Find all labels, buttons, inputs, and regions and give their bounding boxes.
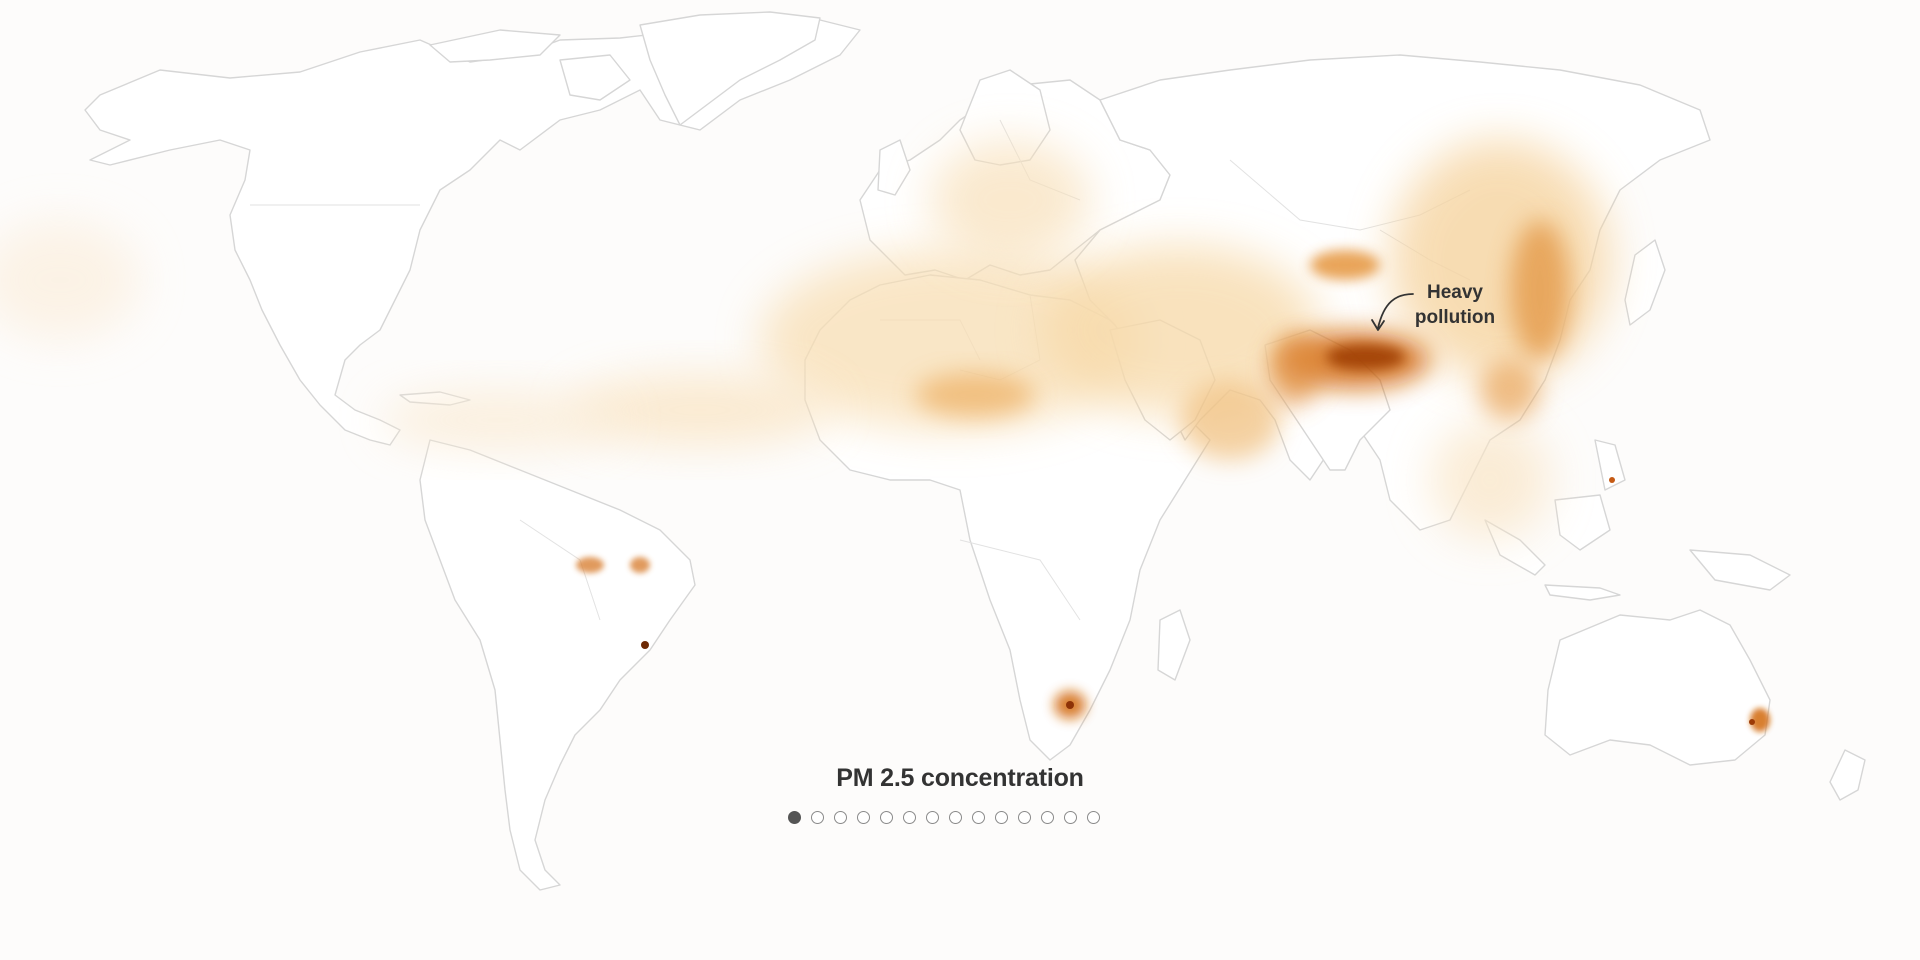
pm25-layer [0,140,1770,732]
hotspot-brazil [641,641,649,649]
hotspot-australia [1749,719,1755,725]
pager-dot[interactable] [1018,811,1031,824]
hotspot-philippines [1609,477,1615,483]
baffin-island [559,54,631,101]
pager-dot[interactable] [972,811,985,824]
pager-dot[interactable] [926,811,939,824]
land-layer [84,11,1866,891]
haze-east-asia [1390,140,1610,380]
haze-europe [930,140,1090,260]
pager-dot[interactable] [903,811,916,824]
pager-dot[interactable] [949,811,962,824]
indonesia-java [1544,584,1621,601]
pager-dot[interactable] [788,811,801,824]
pager-dot[interactable] [834,811,847,824]
indonesia-borneo [1554,494,1611,551]
haze-pacific [0,220,140,340]
curved-arrow-icon [1371,293,1414,331]
plume-sahara [915,373,1035,417]
heavy-pollution-annotation: Heavy pollution [1395,280,1515,330]
slide-pager [788,811,1100,827]
new-guinea [1689,549,1791,591]
madagascar [1157,609,1191,681]
plume-arabia [1180,380,1280,460]
pager-dot[interactable] [857,811,870,824]
map-title: PM 2.5 concentration [836,764,1084,792]
pager-dot[interactable] [1064,811,1077,824]
plume-australia [1750,708,1770,732]
british-isles [877,139,911,196]
plume-gobi [1310,250,1380,280]
annotation-line-1: Heavy [1427,282,1483,303]
haze-southeast-asia [1430,420,1550,540]
plume-brazil-1 [576,557,604,573]
plume-south-china [1480,360,1540,420]
hotspot-south-africa [1066,701,1074,709]
south-america [419,439,696,891]
north-america [84,19,861,446]
arctic-islands [429,29,561,63]
philippines [1594,439,1626,491]
haze-atlantic-plume [570,375,830,445]
haze-caribbean [380,390,620,450]
haze-middle-east [1040,245,1320,415]
plume-pakistan [1270,335,1320,405]
annotation-line-2: pollution [1414,307,1496,328]
pager-dot[interactable] [995,811,1008,824]
pager-dot[interactable] [1041,811,1054,824]
new-zealand [1829,749,1866,801]
haze-north-africa [760,250,1140,430]
plume-indo-gangetic-core [1325,344,1405,370]
pager-dot[interactable] [1087,811,1100,824]
australia [1544,609,1771,766]
japan [1624,239,1666,326]
plume-north-china [1510,220,1570,360]
pager-dot[interactable] [880,811,893,824]
plume-brazil-2 [630,557,650,573]
greenland [639,11,821,126]
pager-dot[interactable] [811,811,824,824]
